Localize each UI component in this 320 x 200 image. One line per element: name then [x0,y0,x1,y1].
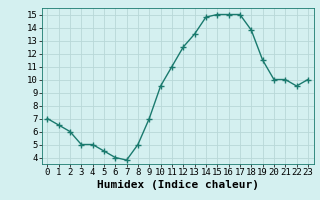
X-axis label: Humidex (Indice chaleur): Humidex (Indice chaleur) [97,180,259,190]
